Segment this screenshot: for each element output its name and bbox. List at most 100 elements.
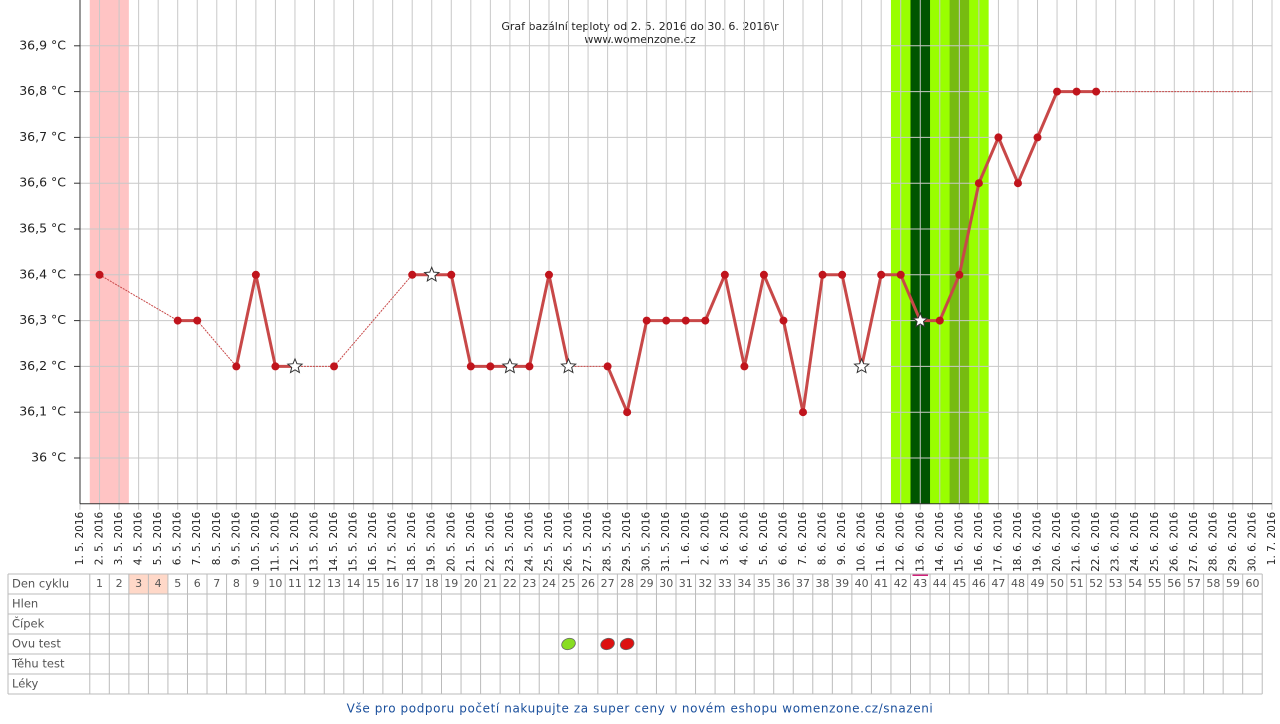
cycle-day: 41 [874, 577, 888, 590]
point [1053, 87, 1062, 96]
y-tick-label: 36,8 °C [19, 83, 66, 98]
temperature-line [547, 274, 570, 367]
footer-link[interactable]: Vše pro podporu početí nakupujte za supe… [347, 702, 934, 716]
point [935, 316, 944, 325]
y-tick-label: 36,6 °C [19, 175, 66, 190]
cycle-day: 17 [405, 577, 419, 590]
point [486, 362, 495, 371]
cycle-day: 3 [135, 577, 142, 590]
cycle-day: 30 [659, 577, 673, 590]
x-tick-label: 13. 5. 2016 [308, 511, 320, 571]
x-tick-label: 22. 6. 2016 [1090, 511, 1102, 571]
cycle-day: 40 [855, 577, 869, 590]
x-tick-label: 27. 5. 2016 [582, 511, 594, 571]
cycle-day: 45 [952, 577, 966, 590]
x-tick-label: 18. 6. 2016 [1012, 511, 1024, 571]
point [838, 270, 847, 279]
point [818, 270, 827, 279]
point [1013, 179, 1022, 188]
point [877, 270, 886, 279]
fertility-band [89, 0, 129, 504]
cycle-day: 59 [1226, 577, 1240, 590]
x-tick-label: 13. 6. 2016 [914, 511, 926, 571]
cycle-day: 52 [1089, 577, 1103, 590]
point [525, 362, 534, 371]
temperature-line [449, 274, 473, 367]
star-marker [911, 311, 929, 328]
cycle-day: 51 [1070, 577, 1084, 590]
point [603, 362, 612, 371]
point [408, 270, 417, 279]
temperature-line [860, 274, 883, 367]
star-marker [501, 357, 519, 374]
star-marker [423, 265, 441, 282]
point [720, 270, 729, 279]
shaded-cell [128, 574, 149, 594]
x-tick-label: 20. 5. 2016 [445, 511, 457, 571]
point [173, 316, 182, 325]
temperature-line [977, 136, 1000, 184]
x-tick-label: 9. 6. 2016 [836, 511, 848, 565]
y-tick-label: 36,3 °C [19, 312, 66, 327]
temperature-line [938, 274, 961, 322]
cycle-day: 9 [252, 577, 259, 590]
point [974, 179, 983, 188]
cycle-day: 50 [1050, 577, 1064, 590]
x-tick-label: 22. 5. 2016 [484, 511, 496, 571]
cycle-day: 44 [933, 577, 947, 590]
x-tick-label: 19. 5. 2016 [426, 511, 438, 571]
point [623, 408, 632, 417]
point [681, 316, 690, 325]
x-tick-label: 5. 6. 2016 [758, 511, 770, 565]
x-tick-label: 1. 5. 2016 [74, 511, 86, 565]
cycle-day: 14 [347, 577, 361, 590]
cycle-day: 29 [640, 577, 654, 590]
x-tick-label: 12. 5. 2016 [289, 511, 301, 571]
cycle-day: 48 [1011, 577, 1025, 590]
cycle-day: 27 [601, 577, 615, 590]
point [447, 270, 456, 279]
chart-title: Graf bazální teploty od 2. 5. 2016 do 30… [501, 20, 779, 33]
cycle-day: 35 [757, 577, 771, 590]
cycle-day: 47 [991, 577, 1005, 590]
point [232, 362, 241, 371]
cycle-day: 26 [581, 577, 595, 590]
cycle-day: 6 [194, 577, 201, 590]
cycle-day: 37 [796, 577, 810, 590]
cycle-day: 5 [174, 577, 181, 590]
x-tick-label: 11. 6. 2016 [875, 511, 887, 571]
point [642, 316, 651, 325]
x-tick-label: 21. 6. 2016 [1071, 511, 1083, 571]
temperature-line [782, 320, 805, 413]
cycle-day: 54 [1128, 577, 1142, 590]
point [799, 408, 808, 417]
x-tick-label: 21. 5. 2016 [465, 511, 477, 571]
cycle-day: 12 [307, 577, 321, 590]
cycle-day: 25 [562, 577, 576, 590]
x-tick-label: 12. 6. 2016 [895, 511, 907, 571]
x-tick-label: 30. 5. 2016 [641, 511, 653, 571]
temperature-line [99, 274, 178, 322]
row-label: Těhu test [11, 657, 65, 671]
x-tick-label: 4. 6. 2016 [738, 511, 750, 565]
x-tick-label: 20. 6. 2016 [1051, 511, 1063, 571]
x-tick-label: 10. 6. 2016 [856, 511, 868, 571]
x-tick-label: 1. 7. 2016 [1266, 511, 1278, 565]
cycle-day: 13 [327, 577, 341, 590]
x-tick-label: 23. 6. 2016 [1110, 511, 1122, 571]
x-tick-label: 24. 6. 2016 [1129, 511, 1141, 571]
x-tick-label: 18. 5. 2016 [406, 511, 418, 571]
x-tick-label: 25. 6. 2016 [1149, 511, 1161, 571]
x-tick-label: 29. 6. 2016 [1227, 511, 1239, 571]
temperature-line [234, 274, 258, 367]
cycle-day: 23 [522, 577, 536, 590]
cycle-day: 34 [737, 577, 751, 590]
cycle-day: 19 [444, 577, 458, 590]
cycle-day: 11 [288, 577, 302, 590]
x-tick-label: 30. 6. 2016 [1246, 511, 1258, 571]
x-tick-label: 25. 5. 2016 [543, 511, 555, 571]
row-label: Hlen [12, 597, 38, 611]
temperature-line [254, 274, 277, 367]
x-tick-label: 14. 5. 2016 [328, 511, 340, 571]
x-tick-label: 24. 5. 2016 [523, 511, 535, 571]
